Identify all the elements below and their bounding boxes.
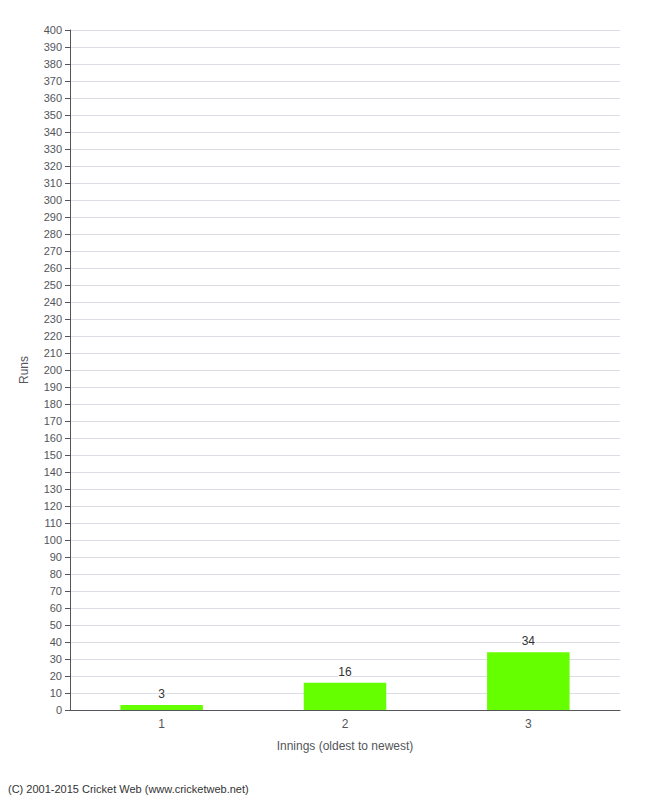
svg-text:(C) 2001-2015 Cricket Web (www: (C) 2001-2015 Cricket Web (www.cricketwe… xyxy=(8,783,249,795)
svg-text:2: 2 xyxy=(342,717,349,731)
svg-text:34: 34 xyxy=(522,634,536,648)
svg-text:40: 40 xyxy=(50,636,62,648)
svg-text:50: 50 xyxy=(50,619,62,631)
svg-text:400: 400 xyxy=(44,24,62,36)
svg-text:170: 170 xyxy=(44,415,62,427)
svg-text:240: 240 xyxy=(44,296,62,308)
svg-text:130: 130 xyxy=(44,483,62,495)
svg-text:100: 100 xyxy=(44,534,62,546)
svg-text:30: 30 xyxy=(50,653,62,665)
svg-text:150: 150 xyxy=(44,449,62,461)
svg-text:0: 0 xyxy=(56,704,62,716)
svg-text:340: 340 xyxy=(44,126,62,138)
svg-text:10: 10 xyxy=(50,687,62,699)
svg-text:1: 1 xyxy=(158,717,165,731)
svg-text:390: 390 xyxy=(44,41,62,53)
svg-text:380: 380 xyxy=(44,58,62,70)
svg-text:270: 270 xyxy=(44,245,62,257)
svg-text:180: 180 xyxy=(44,398,62,410)
svg-text:70: 70 xyxy=(50,585,62,597)
svg-text:90: 90 xyxy=(50,551,62,563)
svg-text:280: 280 xyxy=(44,228,62,240)
svg-text:370: 370 xyxy=(44,75,62,87)
svg-text:330: 330 xyxy=(44,143,62,155)
svg-text:20: 20 xyxy=(50,670,62,682)
svg-text:350: 350 xyxy=(44,109,62,121)
svg-text:Runs: Runs xyxy=(17,356,31,384)
svg-text:210: 210 xyxy=(44,347,62,359)
svg-text:190: 190 xyxy=(44,381,62,393)
svg-text:Innings (oldest to newest): Innings (oldest to newest) xyxy=(277,739,414,753)
svg-text:3: 3 xyxy=(158,687,165,701)
svg-text:140: 140 xyxy=(44,466,62,478)
svg-text:260: 260 xyxy=(44,262,62,274)
svg-text:320: 320 xyxy=(44,160,62,172)
svg-text:310: 310 xyxy=(44,177,62,189)
svg-text:220: 220 xyxy=(44,330,62,342)
svg-text:80: 80 xyxy=(50,568,62,580)
svg-text:360: 360 xyxy=(44,92,62,104)
svg-text:290: 290 xyxy=(44,211,62,223)
svg-text:250: 250 xyxy=(44,279,62,291)
svg-text:300: 300 xyxy=(44,194,62,206)
svg-text:60: 60 xyxy=(50,602,62,614)
svg-text:110: 110 xyxy=(44,517,62,529)
svg-text:3: 3 xyxy=(525,717,532,731)
svg-text:200: 200 xyxy=(44,364,62,376)
svg-text:16: 16 xyxy=(338,665,352,679)
svg-text:160: 160 xyxy=(44,432,62,444)
svg-text:120: 120 xyxy=(44,500,62,512)
svg-text:230: 230 xyxy=(44,313,62,325)
